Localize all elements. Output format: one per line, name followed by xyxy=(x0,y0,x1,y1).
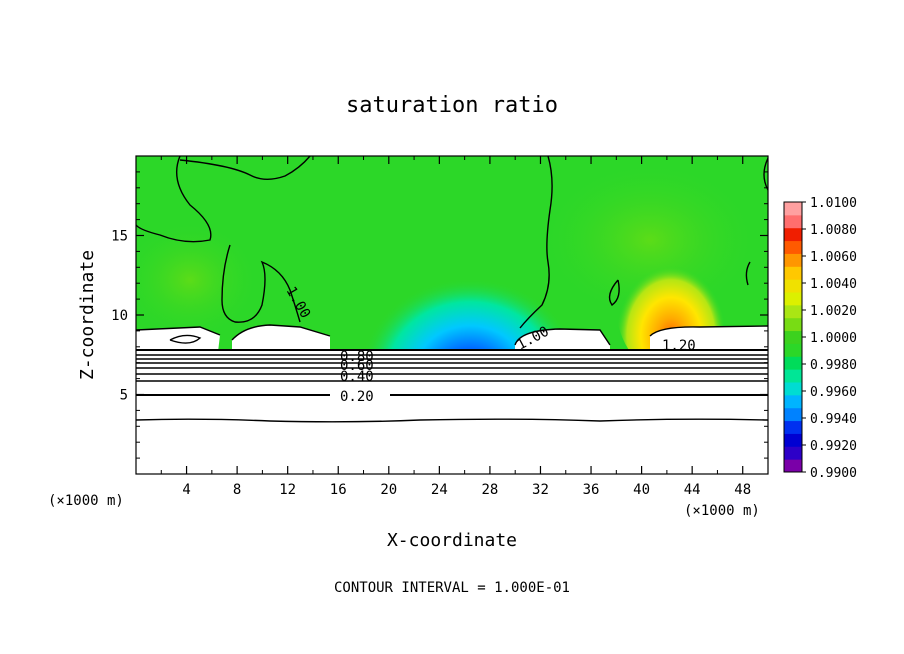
colorbar-label: 0.9920 xyxy=(810,439,857,454)
colorbar-swatch xyxy=(784,459,802,473)
x-unit-label-left: (×1000 m) xyxy=(48,493,124,509)
cloud-blob-1 xyxy=(136,327,220,352)
y-axis-label: Z-coordinate xyxy=(77,250,98,380)
contour-label-5: 0.60 xyxy=(340,358,374,374)
colorbar-swatch xyxy=(784,253,802,267)
colorbar-swatch xyxy=(784,356,802,370)
colorbar-swatch xyxy=(784,369,802,383)
contour-label-6: 0.40 xyxy=(340,369,374,385)
colorbar-label: 1.0080 xyxy=(810,223,857,238)
colorbar-label: 1.0020 xyxy=(810,304,857,319)
colorbar-swatch xyxy=(784,433,802,447)
colorbar-swatch xyxy=(784,240,802,254)
colorbar-label: 1.0000 xyxy=(810,331,857,346)
colorbar-swatch xyxy=(784,214,802,229)
x-axis: 4 8 12 16 20 24 28 32 36 40 44 48 xyxy=(160,156,751,498)
x-tick-label: 16 xyxy=(330,482,347,498)
x-tick-label: 20 xyxy=(380,482,397,498)
colorbar-swatch xyxy=(784,330,802,344)
x-tick-label: 36 xyxy=(583,482,600,498)
colorbar-swatch xyxy=(784,292,802,306)
cloud-blob-2 xyxy=(232,325,330,352)
chart-title: saturation ratio xyxy=(346,93,558,118)
contour-label-4: 0.80 xyxy=(340,349,374,365)
cloud-blob-4 xyxy=(650,326,768,352)
y-tick-label: 5 xyxy=(120,388,128,404)
cloud-blob-3 xyxy=(515,329,610,352)
x-tick-label: 28 xyxy=(481,482,498,498)
y-tick-label: 15 xyxy=(111,229,128,245)
contour-labels: 1.00 1.00 1.20 0.80 0.60 0.40 0.20 xyxy=(283,284,696,405)
colorbar-swatch xyxy=(784,227,802,242)
y-axis: 5 10 15 xyxy=(111,171,768,459)
colorbar-label: 1.0060 xyxy=(810,250,857,265)
colorbar-label: 0.9940 xyxy=(810,412,857,427)
contour-interval-note: CONTOUR INTERVAL = 1.000E-01 xyxy=(334,580,570,596)
colorbar-swatch xyxy=(784,343,802,357)
x-tick-label: 40 xyxy=(633,482,650,498)
colorbar-swatch xyxy=(784,317,802,332)
colorbar-swatch xyxy=(784,279,802,293)
plot-area xyxy=(136,156,768,474)
colorbar-swatch xyxy=(784,407,802,422)
colorbar-label: 0.9900 xyxy=(810,466,857,481)
x-tick-label: 48 xyxy=(734,482,751,498)
colorbar-label: 1.0040 xyxy=(810,277,857,292)
colorbar-swatch xyxy=(784,420,802,434)
x-axis-label: X-coordinate xyxy=(387,530,517,551)
colorbar: 1.0100 1.0080 1.0060 1.0040 1.0020 1.0000 0.99… xyxy=(783,196,857,481)
x-tick-label: 32 xyxy=(532,482,549,498)
contour-label-3: 1.20 xyxy=(662,338,696,354)
lower-layer xyxy=(136,350,768,474)
colorbar-swatch xyxy=(784,394,802,409)
contour-lines xyxy=(136,156,768,423)
contour-label-7: 0.20 xyxy=(340,389,374,405)
x-tick-label: 12 xyxy=(279,482,296,498)
x-unit-label-right: (×1000 m) xyxy=(684,503,760,519)
colorbar-swatch xyxy=(784,382,802,396)
colorbar-swatch xyxy=(784,266,802,280)
colorbar-swatch xyxy=(784,446,802,460)
x-tick-label: 44 xyxy=(684,482,701,498)
x-tick-label: 4 xyxy=(182,482,190,498)
colorbar-label: 0.9960 xyxy=(810,385,857,400)
colorbar-swatch xyxy=(784,304,802,319)
x-tick-label: 8 xyxy=(233,482,241,498)
y-tick-label: 10 xyxy=(111,308,128,324)
colorbar-swatch xyxy=(784,202,802,216)
colorbar-label: 1.0100 xyxy=(810,196,857,211)
x-tick-label: 24 xyxy=(431,482,448,498)
colorbar-label: 0.9980 xyxy=(810,358,857,373)
